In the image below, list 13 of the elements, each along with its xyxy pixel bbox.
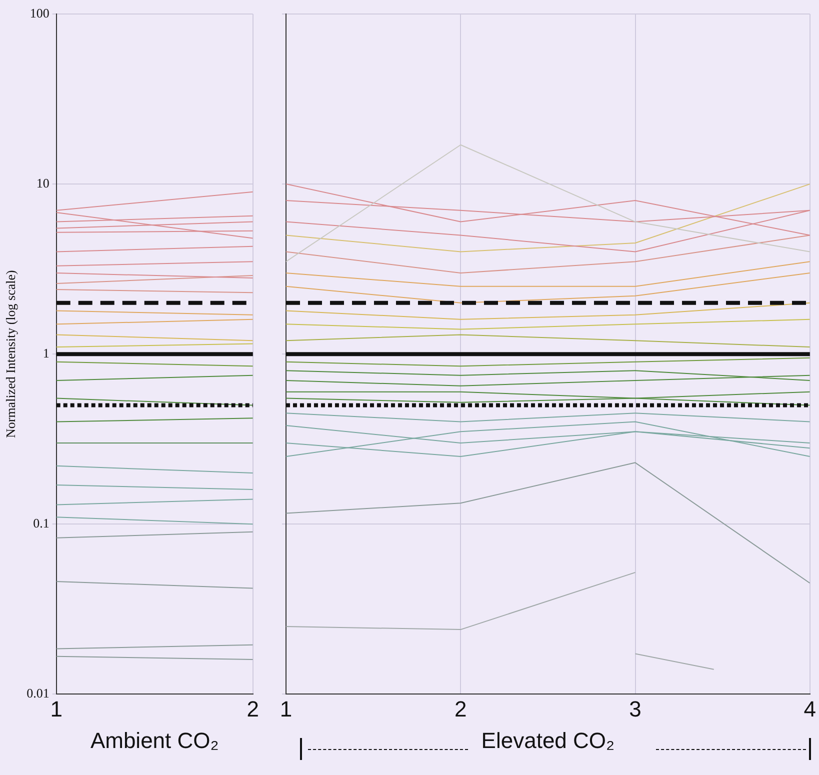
x-tick-label: 2 [454, 696, 467, 722]
y-axis-title: Normalized Intensity (log scale) [3, 270, 18, 438]
x-tick-label: 2 [246, 696, 260, 722]
y-tick-label: 0.01 [26, 686, 50, 701]
x-axis-title: Ambient CO₂ [90, 728, 219, 753]
y-tick-label: 100 [30, 5, 50, 20]
x-axis-title: Elevated CO₂ [481, 728, 615, 753]
x-tick-label: 1 [280, 696, 292, 722]
x-tick-label: 4 [804, 696, 816, 722]
y-tick-label: 10 [36, 175, 50, 190]
y-tick-label: 1 [42, 346, 50, 361]
y-tick-label: 0.1 [33, 516, 50, 531]
x-tick-label: 3 [629, 696, 642, 722]
